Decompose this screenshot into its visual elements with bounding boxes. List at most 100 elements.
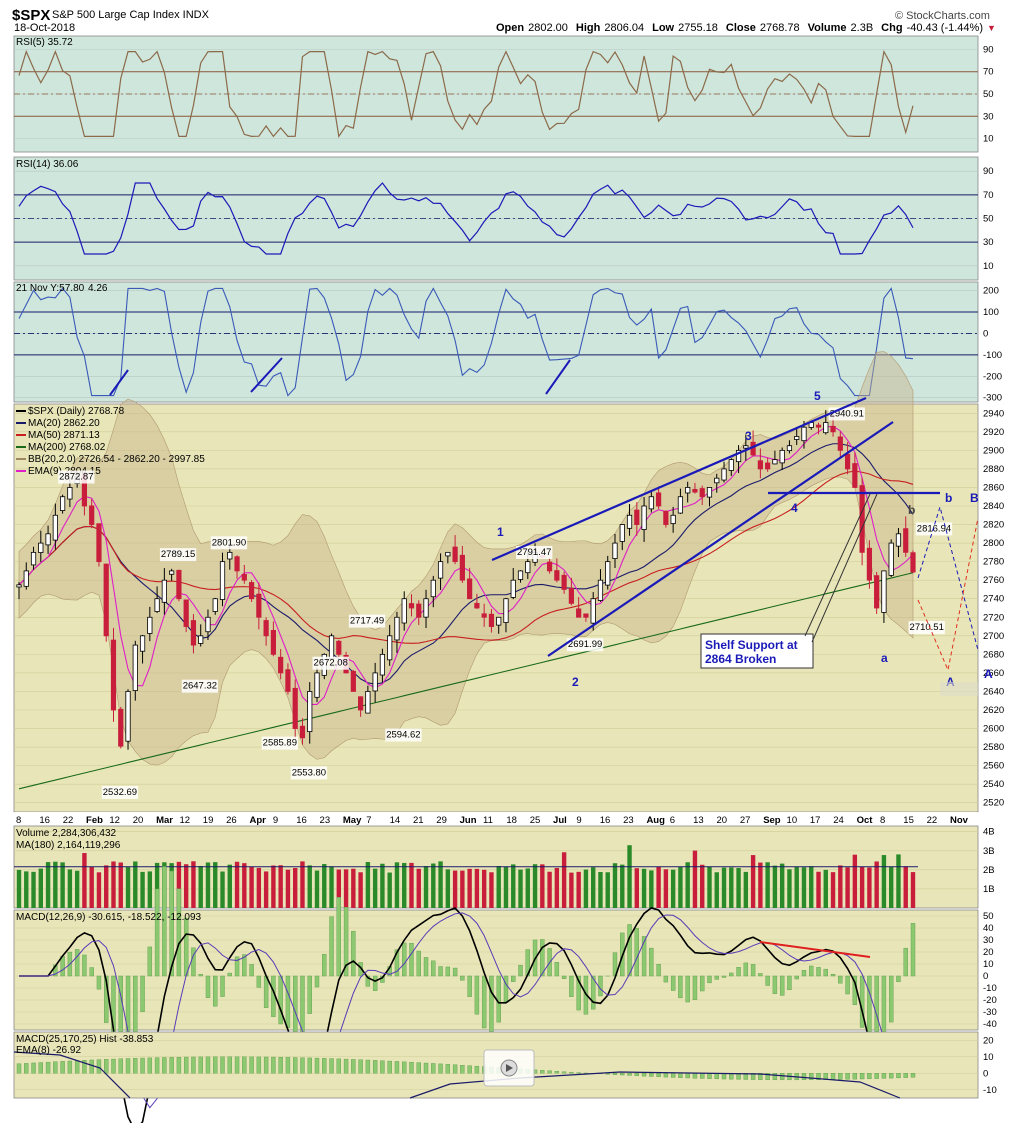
candle (757, 460, 763, 470)
wave-label-1: 1 (497, 525, 504, 539)
macd-hist-bar (685, 975, 690, 1003)
ma50-line (18, 470, 914, 644)
macd2-hist-bar (263, 1056, 269, 1074)
price-label: 2691.99 (568, 639, 602, 650)
volume-bar (823, 869, 828, 908)
candle (96, 523, 102, 563)
x-tick: 8 (880, 815, 885, 826)
volume-bar (380, 863, 385, 908)
legend-item: MA(200) 2768.02 (28, 442, 106, 453)
macd-hist-bar (147, 946, 153, 977)
macd-hist-bar (140, 975, 145, 1012)
volume-bar (743, 871, 749, 908)
candle (408, 603, 415, 609)
macd-tick: -10 (983, 983, 997, 994)
macd2-hist-bar (627, 1073, 632, 1076)
rsi5-tick: 10 (983, 134, 994, 145)
x-tick: 11 (483, 815, 493, 826)
macd-hist-bar (474, 975, 480, 1015)
price-tick: 2880 (983, 464, 1004, 475)
x-tick: Mar (156, 815, 173, 826)
volume-bar (394, 862, 400, 908)
legend-item: MA(50) 2871.13 (28, 430, 100, 441)
cci-tick: 0 (983, 328, 988, 339)
macd2-ema-label: EMA(8) -26.92 (16, 1045, 81, 1056)
candle (830, 425, 836, 433)
macd-hist-bar (322, 953, 327, 977)
volume-bar (45, 862, 51, 908)
volume-bar (736, 867, 741, 908)
candle (801, 426, 807, 442)
price-tick: 2560 (983, 761, 1004, 772)
macd-hist-bar (590, 975, 596, 1010)
macd-tick: 10 (983, 959, 994, 970)
volume-bar (903, 866, 908, 908)
macd2-hist-bar (358, 1059, 363, 1074)
macd2-hist-bar (641, 1073, 647, 1077)
candle (859, 485, 865, 553)
price-tick: 2740 (983, 594, 1004, 605)
rsi5-label: RSI(5) 35.72 (16, 37, 73, 48)
rsi14-tick: 70 (983, 190, 994, 201)
price-tick: 2620 (983, 705, 1004, 716)
cci-trendline (545, 359, 571, 395)
macd2-hist-bar (343, 1058, 349, 1074)
price-tick: 2540 (983, 779, 1004, 790)
volume-bar (307, 865, 312, 908)
candle (350, 670, 356, 692)
candle (786, 445, 793, 452)
candle (256, 593, 262, 618)
macd-hist-bar (314, 975, 320, 988)
candle (139, 635, 146, 652)
price-label: 2585.89 (263, 738, 297, 749)
macd-hist-bar (329, 916, 334, 977)
volume-bar (838, 865, 843, 908)
price-tick: 2680 (983, 649, 1004, 660)
macd-hist-bar (176, 888, 182, 977)
price-label-bg (261, 736, 299, 750)
volume-bar (656, 866, 661, 908)
x-tick: May (343, 815, 362, 826)
macd2-hist-bar (423, 1062, 429, 1074)
macd-hist-bar (162, 866, 167, 977)
cci-trendline (109, 369, 129, 396)
candle (430, 579, 436, 598)
macd2-hist-bar (147, 1057, 153, 1074)
macd-hist-bar (220, 975, 225, 997)
annotation-box (700, 633, 814, 669)
candle (241, 574, 247, 581)
macd2-hist-bar (402, 1061, 407, 1074)
macd-hist-bar (242, 954, 247, 977)
macd2-hist-bar (910, 1073, 916, 1078)
candle (212, 598, 218, 612)
wave-label-a: a (881, 651, 888, 665)
macd-hist-bar (743, 962, 749, 977)
price-label: 2717.49 (350, 616, 384, 627)
volume-bar (140, 871, 145, 908)
x-tick: Nov (950, 815, 969, 826)
cci-tick: -300 (983, 393, 1002, 404)
macd2-hist-bar (554, 1071, 560, 1074)
macd2-hist-bar (874, 1073, 879, 1079)
macd2-hist-bar (394, 1061, 400, 1074)
hdr-open: 2802.00 (528, 22, 568, 34)
volume-bar (133, 861, 138, 908)
volume-bar (278, 865, 283, 908)
price-tick: 2520 (983, 798, 1004, 809)
candle (714, 477, 720, 484)
macd-hist-bar (678, 975, 683, 999)
macd-label: MACD(12,26,9) -30.615, -18.522, -12.093 (16, 912, 202, 923)
legend-item: $SPX (Daily) 2768.78 (28, 406, 125, 417)
wave-trendline (491, 396, 867, 562)
volume-bar (118, 862, 123, 908)
volume-bar (765, 862, 770, 908)
macd2-hist-bar (896, 1073, 901, 1079)
annotation-line-1: Shelf Support at (705, 638, 798, 652)
x-tick: 22 (63, 815, 74, 826)
macd2-hist-bar (859, 1073, 865, 1080)
macd-hist-bar (438, 966, 443, 977)
macd2-hist-bar (765, 1073, 770, 1080)
candle (67, 487, 73, 500)
macd2-hist-bar (474, 1065, 480, 1074)
x-tick: 20 (717, 815, 728, 826)
